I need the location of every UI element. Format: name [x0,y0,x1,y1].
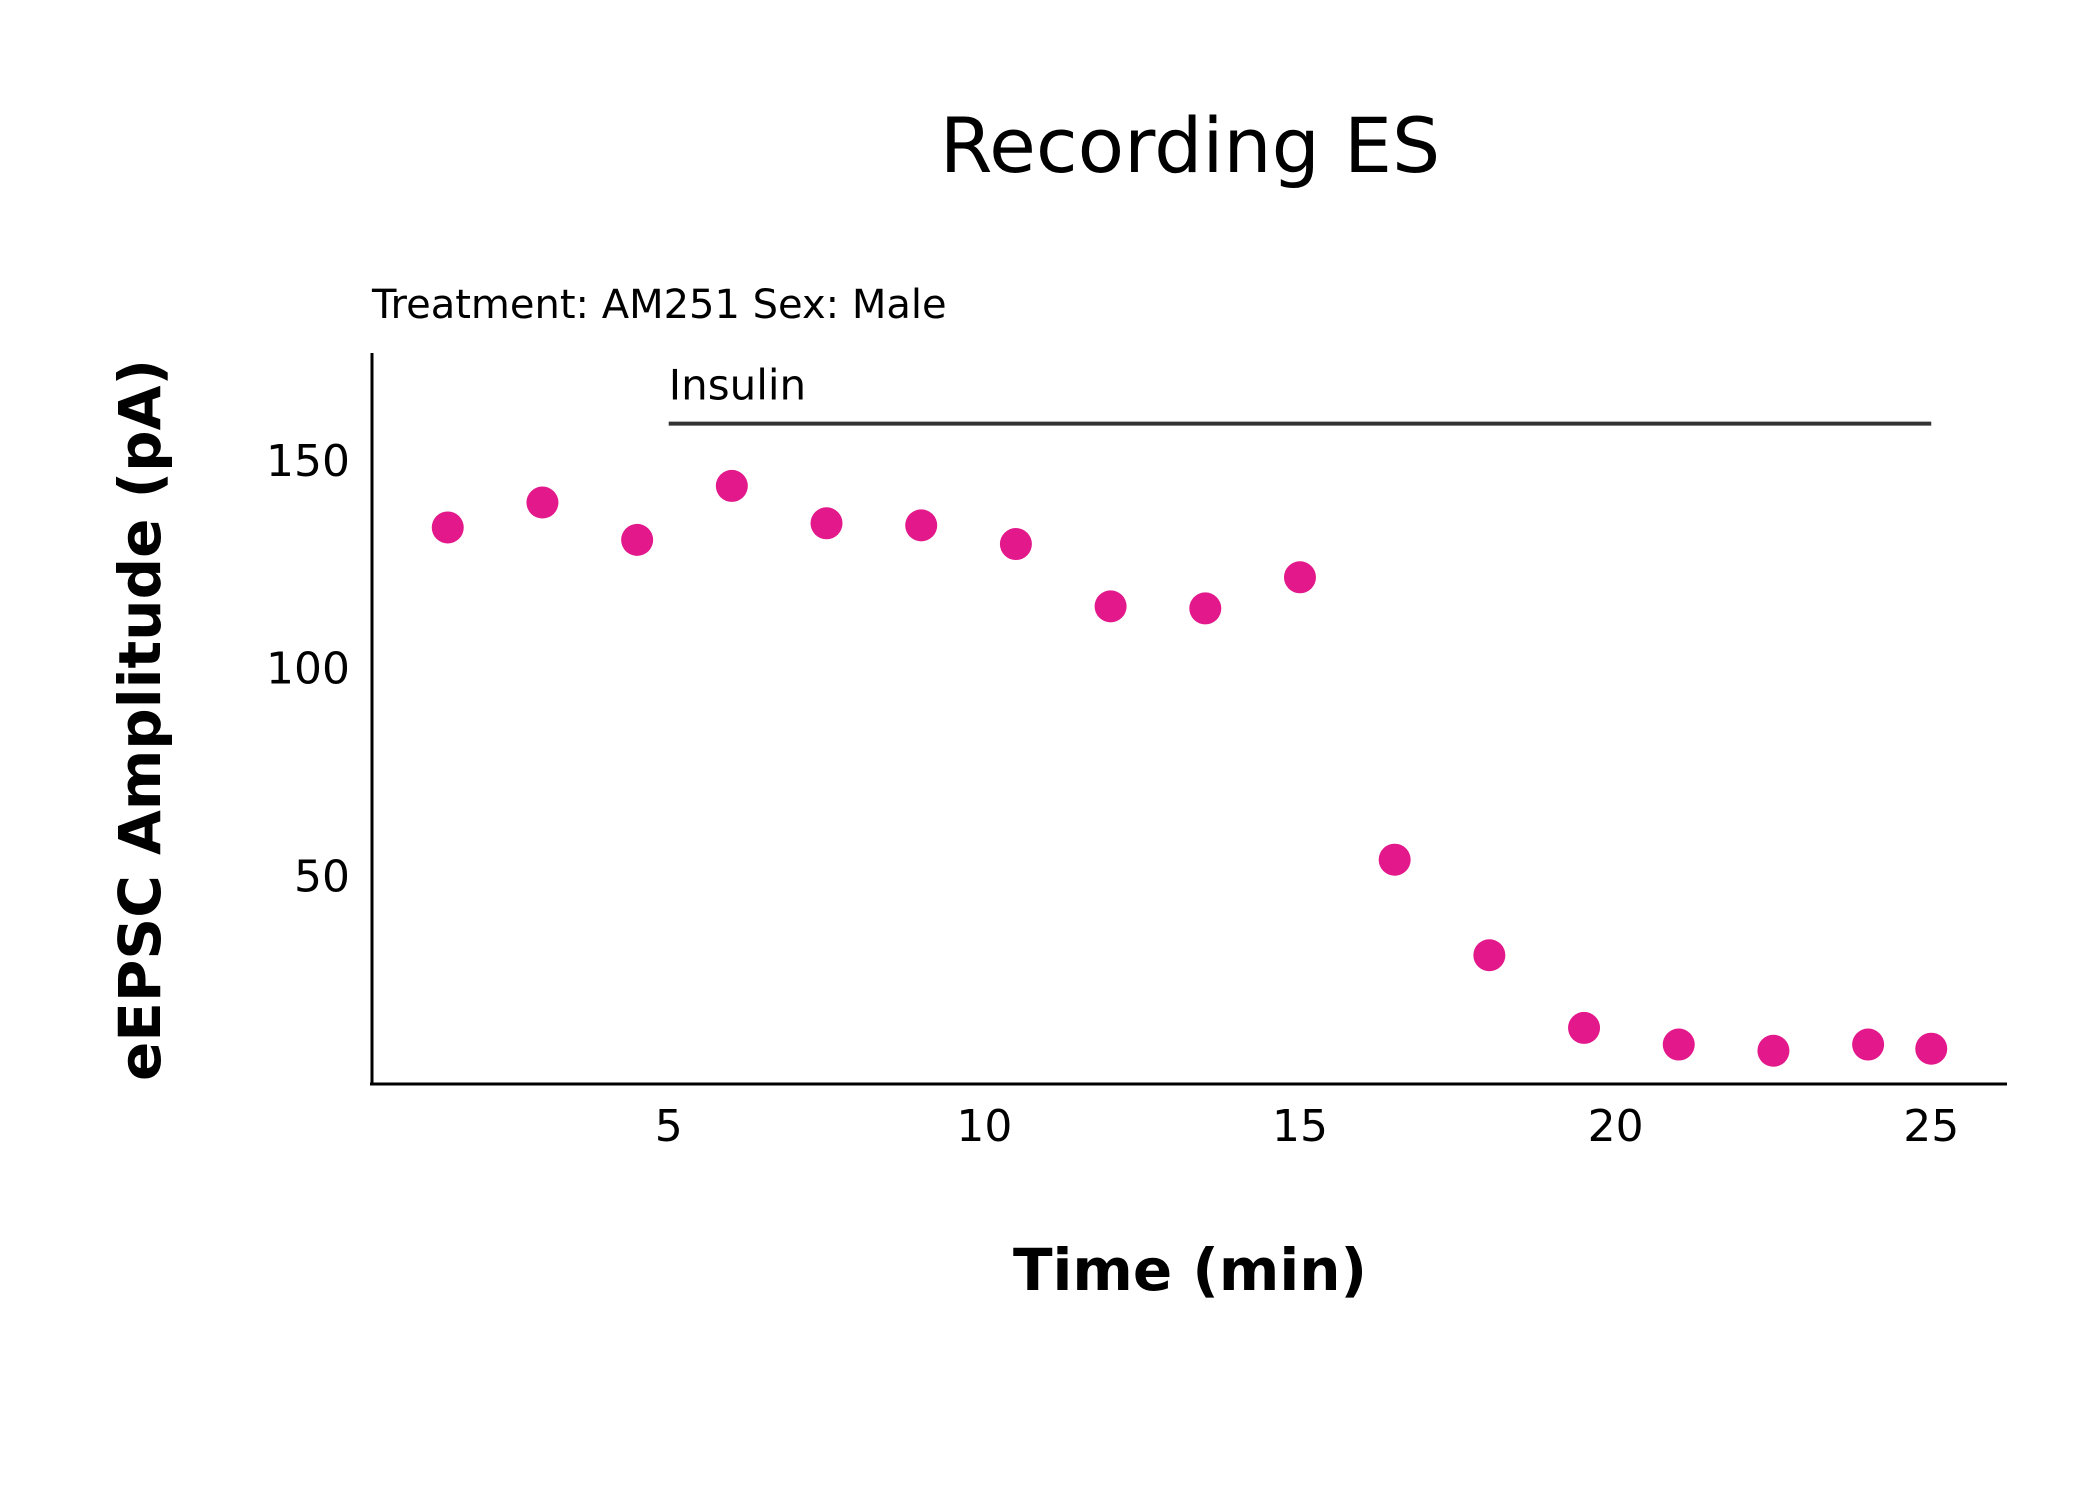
data-point [526,486,559,519]
data-point [431,511,464,544]
x-tick-label: 15 [1272,1101,1328,1152]
data-point [905,509,938,542]
y-tick-labels: 50 100 150 [266,436,350,902]
x-tick-label: 25 [1903,1101,1959,1152]
y-axis-label: eEPSC Amplitude (pA) [106,359,174,1081]
chart-subtitle: Treatment: AM251 Sex: Male [371,282,947,328]
data-point [1662,1028,1695,1061]
data-point [1852,1028,1885,1061]
y-tick-label: 150 [266,436,350,487]
data-point [621,523,654,556]
data-point [810,507,843,540]
data-point [1568,1011,1601,1044]
data-point [1757,1034,1790,1067]
data-point [1378,843,1411,876]
data-point [1915,1032,1948,1065]
insulin-label: Insulin [669,361,806,410]
y-tick-label: 50 [294,851,350,902]
data-point [999,528,1032,561]
data-points [431,469,1948,1067]
x-tick-label: 20 [1588,1101,1644,1152]
data-point [715,469,748,502]
data-point [1283,561,1316,594]
x-tick-label: 5 [655,1101,683,1152]
x-tick-labels: 5 10 15 20 25 [655,1101,1960,1152]
insulin-annotation: Insulin [668,361,1932,426]
data-point [1473,939,1506,972]
data-point [1094,590,1127,623]
data-point [1189,592,1222,625]
chart-title: Recording ES [940,101,1441,190]
x-axis-label: Time (min) [1013,1236,1367,1304]
x-tick-label: 10 [956,1101,1012,1152]
y-tick-label: 100 [266,644,350,695]
